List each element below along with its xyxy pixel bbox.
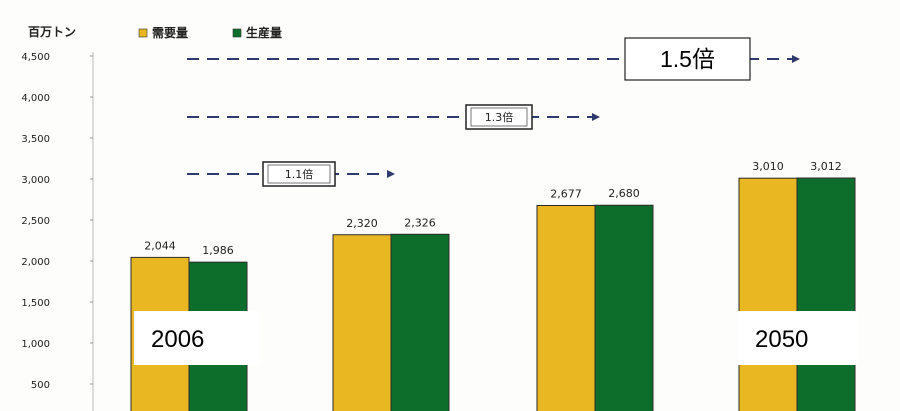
multiplier-label: 1.3倍	[485, 110, 514, 124]
bar	[594, 204, 654, 411]
y-axis-unit-label: 百万トン	[28, 25, 76, 39]
multiplier-label: 1.1倍	[285, 167, 314, 181]
bar-value-label: 2,677	[550, 187, 582, 200]
y-tick-label: 1,000	[21, 339, 50, 350]
bar-value-label: 1,986	[202, 244, 234, 257]
bar	[332, 234, 392, 411]
multiplier-box	[624, 37, 751, 81]
y-tick-label: 4,500	[21, 52, 50, 63]
bar	[796, 177, 856, 411]
bar	[390, 233, 450, 411]
bar-value-label: 2,320	[346, 217, 378, 230]
category-label: 2006	[151, 326, 204, 353]
multiplier-box-inner	[470, 107, 528, 127]
multiplier-arrow-head	[387, 170, 395, 178]
y-tick-label: 1,500	[21, 298, 50, 309]
bar-value-label: 3,012	[810, 160, 842, 173]
category-label: 2050	[755, 326, 808, 353]
bar	[738, 177, 798, 411]
multiplier-box-inner	[267, 164, 331, 184]
y-tick-label: 2,500	[21, 216, 50, 227]
legend-label: 生産量	[246, 25, 282, 40]
bar-value-label: 3,010	[752, 160, 784, 173]
y-tick-label: 3,000	[21, 175, 50, 186]
multiplier-box	[465, 104, 533, 130]
y-tick-label: 3,500	[21, 134, 50, 145]
y-tick-label: 2,000	[21, 257, 50, 268]
category-label-box	[134, 311, 260, 365]
legend-label: 需要量	[152, 25, 188, 40]
multiplier-box	[262, 161, 336, 187]
bar	[536, 204, 596, 411]
multiplier-label: 1.5倍	[660, 46, 715, 72]
bar-value-label: 2,326	[404, 216, 436, 229]
y-tick-label: 4,000	[21, 93, 50, 104]
legend-swatch	[138, 28, 148, 38]
category-label-box	[738, 311, 858, 365]
bar-value-label: 2,680	[608, 187, 640, 200]
bar-value-label: 2,044	[144, 239, 176, 252]
legend-swatch	[232, 28, 242, 38]
multiplier-arrow-head	[792, 55, 800, 63]
y-tick-label: 500	[31, 380, 50, 391]
multiplier-arrow-head	[592, 113, 600, 121]
